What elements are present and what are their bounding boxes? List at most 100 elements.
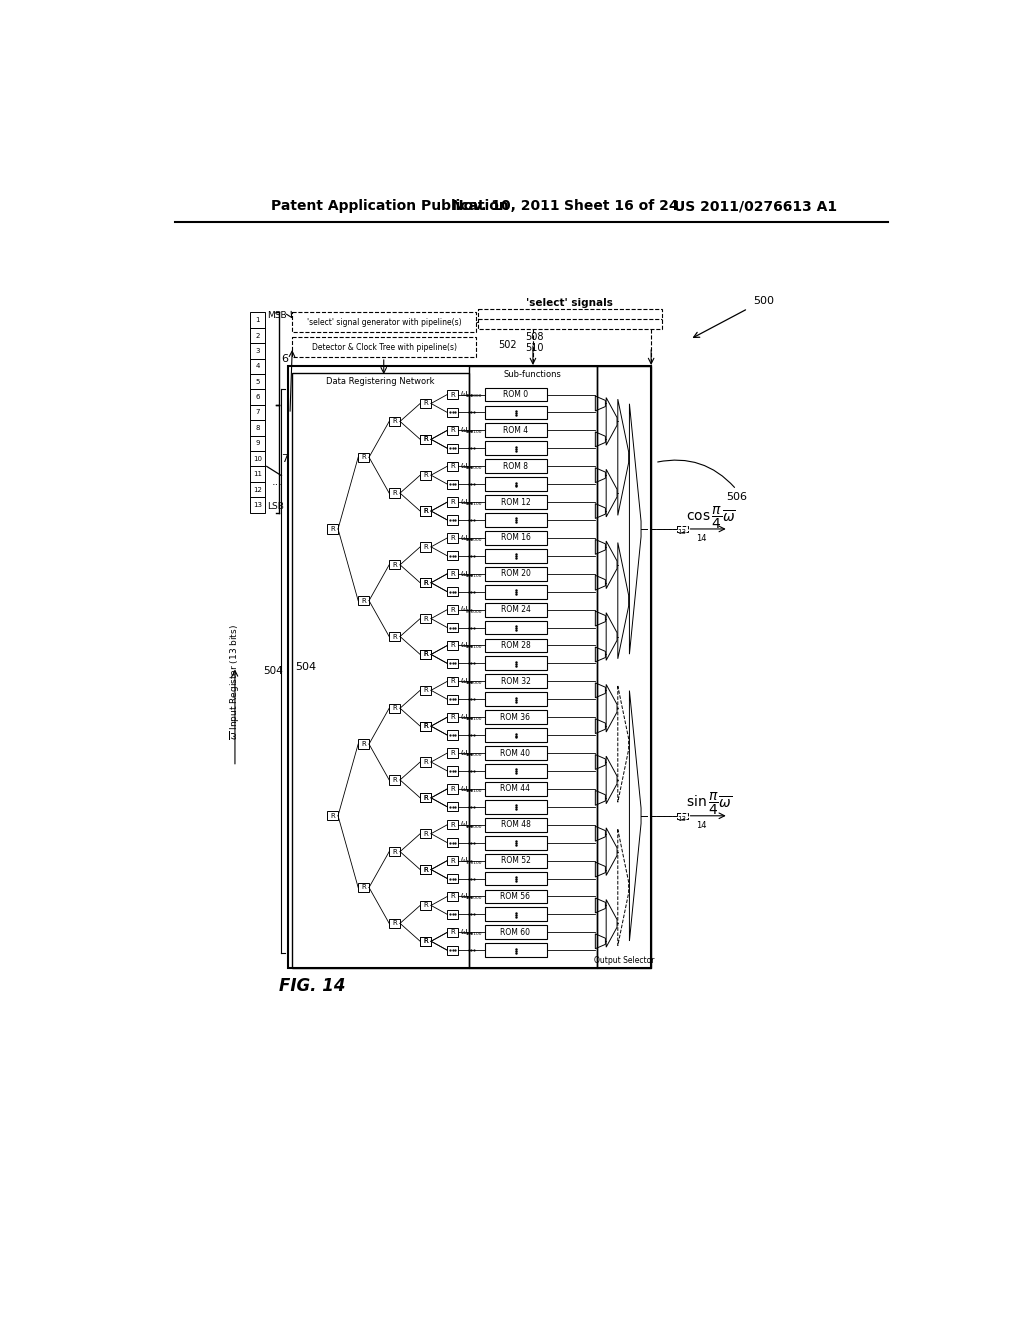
Text: R: R <box>423 473 428 478</box>
Text: 011000: 011000 <box>466 610 482 614</box>
Bar <box>484 478 547 491</box>
Bar <box>447 533 458 543</box>
Text: R: R <box>451 535 455 541</box>
Text: R: R <box>423 830 428 837</box>
Bar <box>484 854 547 867</box>
Text: ROM 8: ROM 8 <box>503 462 528 471</box>
Bar <box>420 434 431 444</box>
Bar <box>250 327 265 343</box>
Bar <box>469 367 597 969</box>
Bar <box>420 507 431 516</box>
Bar <box>358 883 369 892</box>
Text: 7: 7 <box>281 454 288 463</box>
Text: 504: 504 <box>263 665 283 676</box>
Bar <box>420 865 431 874</box>
Bar <box>250 359 265 374</box>
Bar <box>484 639 547 652</box>
Text: ROM 52: ROM 52 <box>501 857 530 865</box>
Bar <box>420 578 431 587</box>
Text: 504: 504 <box>296 661 316 672</box>
Text: Nov. 10, 2011: Nov. 10, 2011 <box>452 199 559 213</box>
Bar <box>447 945 458 954</box>
Bar <box>484 566 547 581</box>
Text: $\omega$: $\omega$ <box>460 569 468 578</box>
Text: 7: 7 <box>255 409 260 416</box>
Bar <box>420 543 431 552</box>
Bar <box>447 462 458 471</box>
Bar <box>420 900 431 909</box>
Bar <box>484 513 547 527</box>
Bar <box>484 603 547 616</box>
Bar <box>328 812 338 821</box>
Text: R: R <box>392 634 397 639</box>
Text: R: R <box>423 508 428 513</box>
Bar <box>328 524 338 533</box>
Bar <box>420 758 431 767</box>
Text: 4: 4 <box>255 363 260 370</box>
Text: ROM 40: ROM 40 <box>501 748 530 758</box>
Bar <box>420 722 431 731</box>
Text: Output Selector: Output Selector <box>594 956 654 965</box>
Text: $\omega$: $\omega$ <box>460 891 468 900</box>
Bar <box>484 710 547 725</box>
Text: R: R <box>423 437 428 442</box>
Bar <box>484 818 547 832</box>
Text: ROM 56: ROM 56 <box>501 892 530 902</box>
Text: $\omega$: $\omega$ <box>460 820 468 829</box>
Bar <box>447 569 458 578</box>
Text: $\omega$: $\omega$ <box>460 927 468 936</box>
Bar <box>484 675 547 688</box>
Text: R: R <box>392 418 397 425</box>
Text: R: R <box>392 490 397 496</box>
Bar <box>289 367 651 969</box>
Text: R: R <box>392 705 397 711</box>
Text: ...: ... <box>271 477 283 487</box>
Text: 502: 502 <box>499 339 517 350</box>
Bar <box>420 507 431 516</box>
Bar <box>250 466 265 482</box>
Text: 6: 6 <box>281 354 288 363</box>
Text: 500: 500 <box>753 296 774 306</box>
Bar <box>484 871 547 886</box>
Text: 000000: 000000 <box>466 395 482 399</box>
Text: 100000: 100000 <box>466 681 482 685</box>
Text: LSB: LSB <box>267 502 285 511</box>
Text: ROM 32: ROM 32 <box>501 677 530 686</box>
Bar <box>677 525 687 532</box>
Text: ROM 48: ROM 48 <box>501 820 530 829</box>
Text: R: R <box>451 822 455 828</box>
Text: R: R <box>451 499 455 506</box>
Text: 111100: 111100 <box>466 932 482 936</box>
Bar <box>484 424 547 437</box>
Text: R: R <box>330 525 335 532</box>
Bar <box>484 746 547 760</box>
Bar <box>484 692 547 706</box>
Text: R: R <box>451 678 455 684</box>
Bar <box>420 793 431 803</box>
Text: 6: 6 <box>255 395 260 400</box>
Text: R: R <box>451 858 455 863</box>
Bar <box>447 803 458 812</box>
Text: 2: 2 <box>255 333 260 338</box>
Text: 110100: 110100 <box>466 861 482 865</box>
Text: R: R <box>423 508 428 513</box>
Text: R: R <box>451 929 455 936</box>
Text: R: R <box>330 813 335 818</box>
Bar <box>447 642 458 651</box>
Text: R: R <box>423 437 428 442</box>
Text: 508: 508 <box>525 333 544 342</box>
Bar <box>389 560 400 569</box>
Text: ROM 4: ROM 4 <box>503 426 528 434</box>
Text: R: R <box>451 463 455 469</box>
Text: $\omega$: $\omega$ <box>460 496 468 506</box>
Text: 100100: 100100 <box>466 717 482 721</box>
Bar <box>447 479 458 488</box>
Text: $\overline{\omega}$ Input Register (13 bits): $\overline{\omega}$ Input Register (13 b… <box>228 624 242 741</box>
Text: 12: 12 <box>253 487 262 492</box>
Text: R: R <box>423 544 428 550</box>
Bar <box>389 488 400 498</box>
Text: $\omega$: $\omega$ <box>460 461 468 470</box>
Text: $\omega$: $\omega$ <box>460 711 468 721</box>
Text: R: R <box>423 866 428 873</box>
Bar <box>250 374 265 389</box>
